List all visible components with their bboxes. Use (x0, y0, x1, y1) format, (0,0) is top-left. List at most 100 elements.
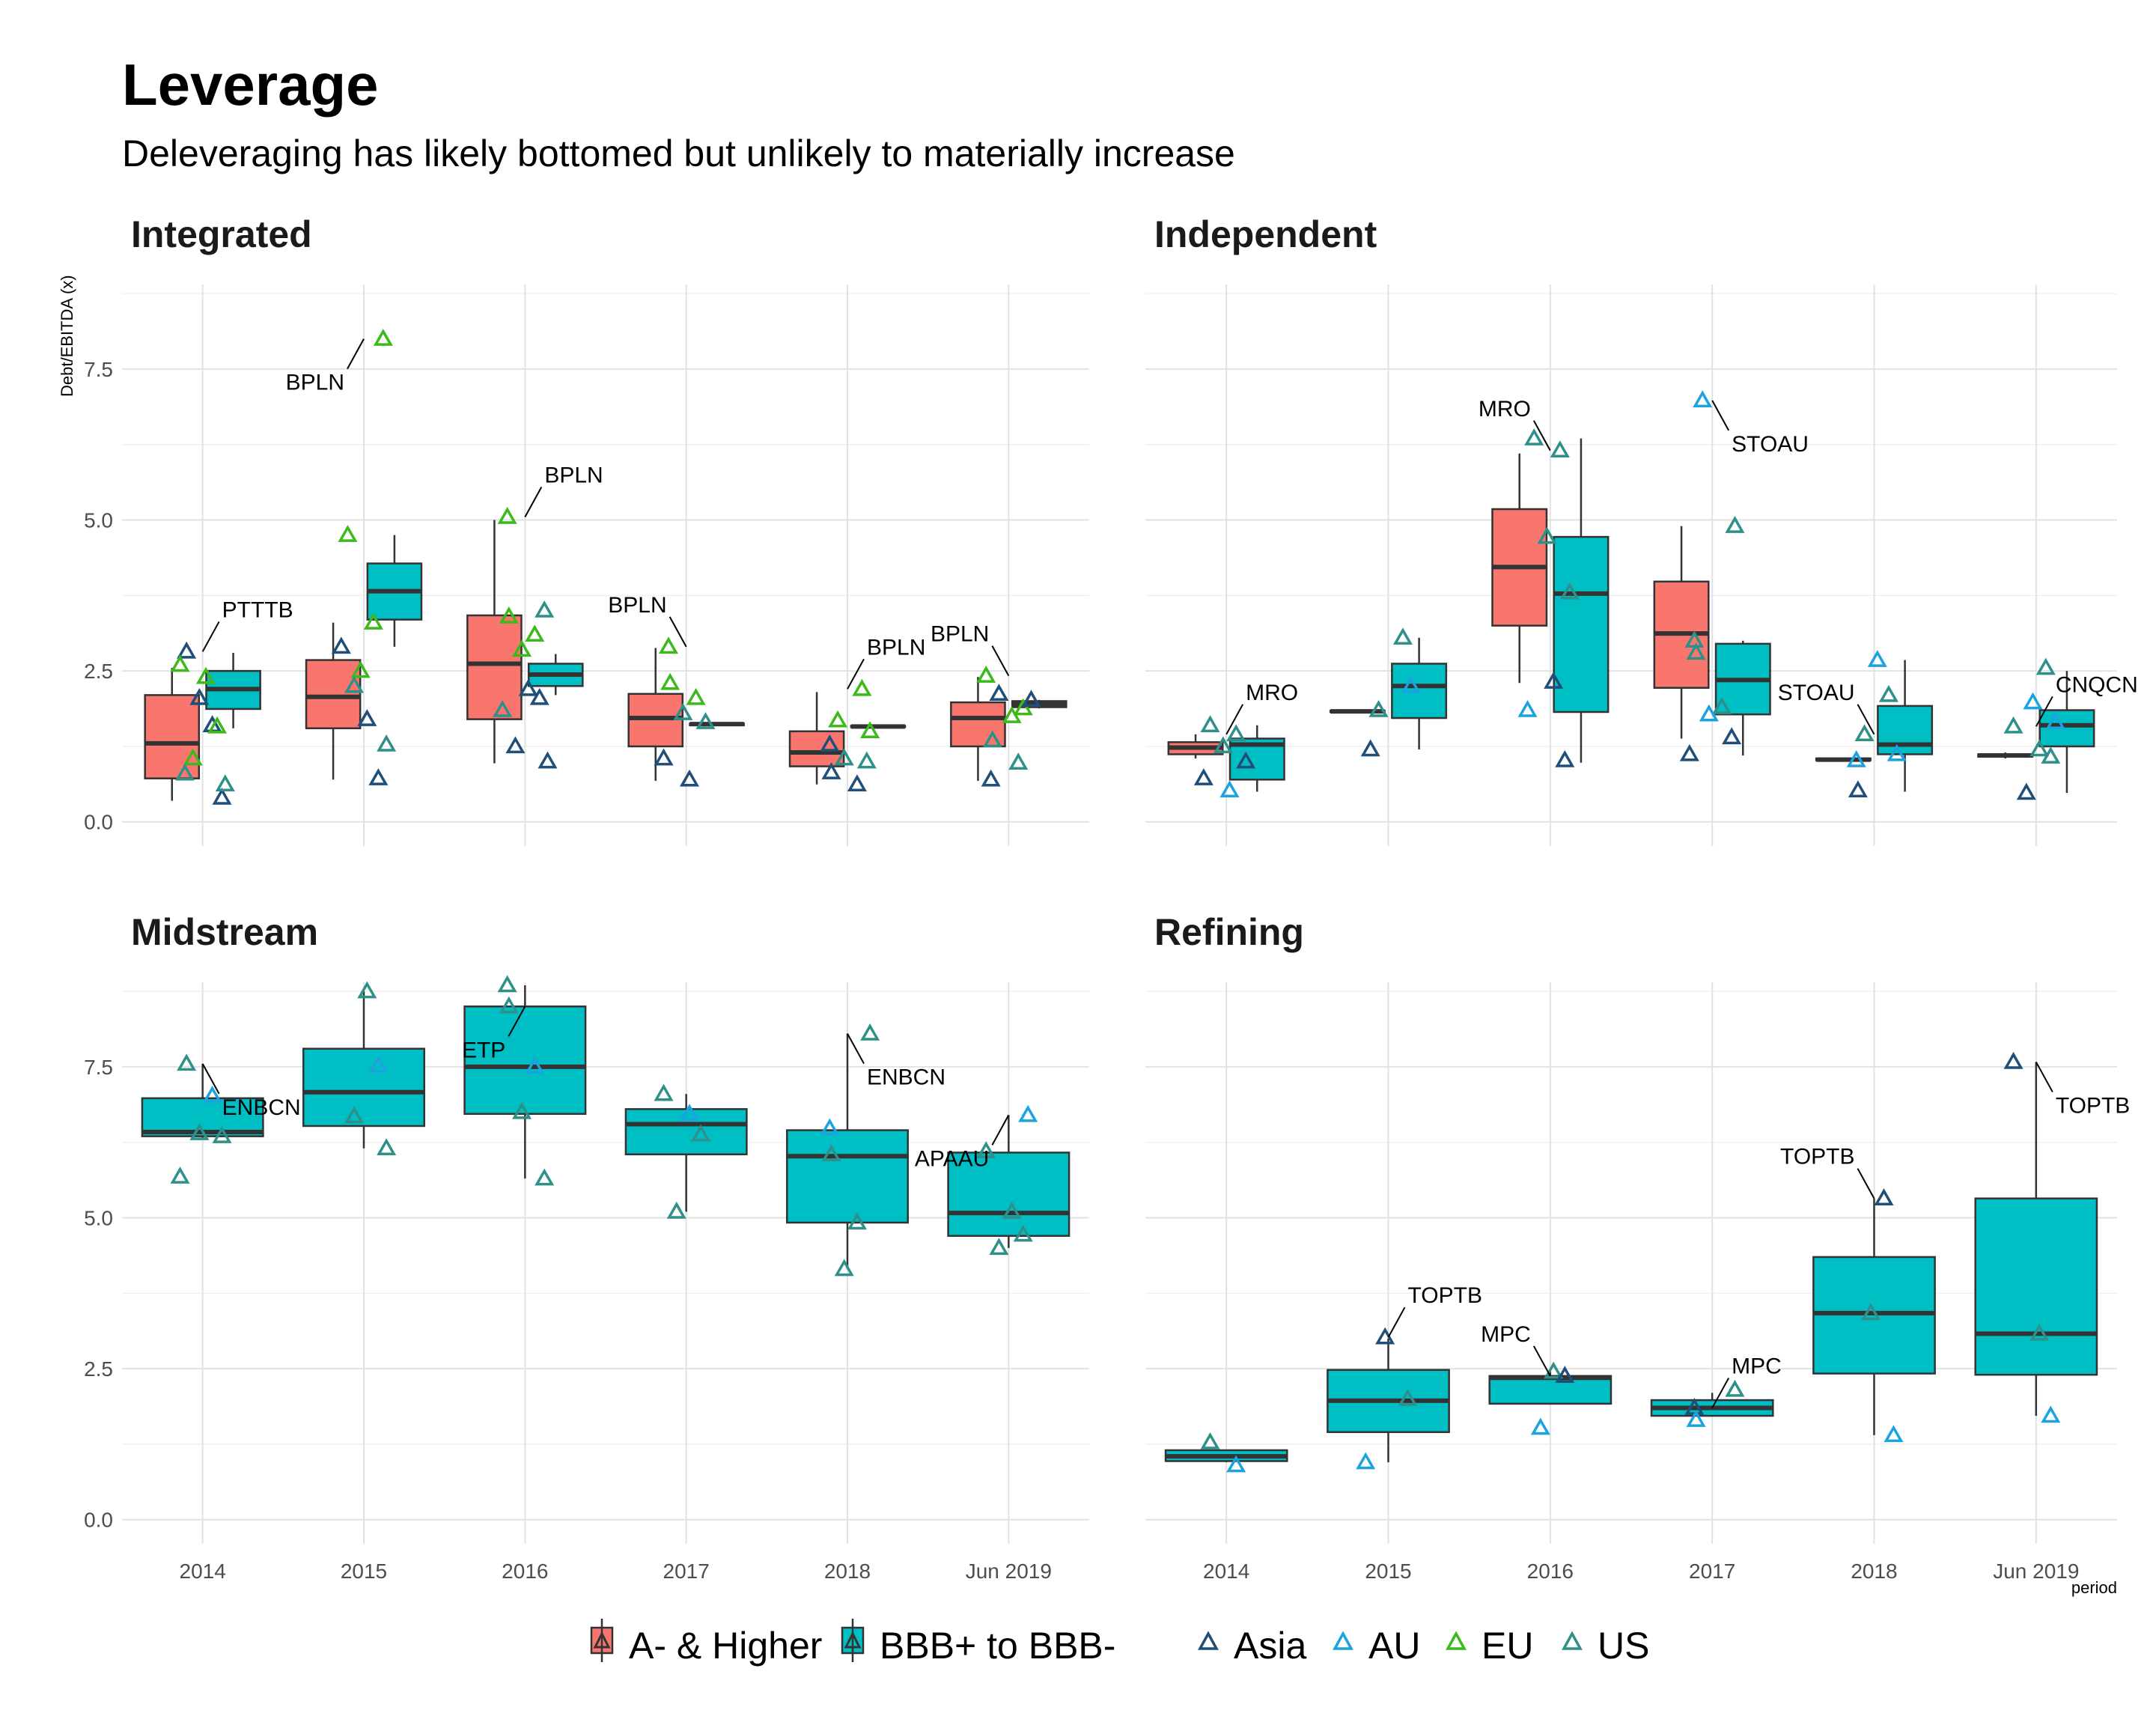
point-asia (529, 687, 549, 705)
point-asia (1679, 743, 1699, 761)
point-au (202, 1086, 222, 1103)
annotation-leader (669, 616, 687, 648)
box-iqr (788, 730, 845, 767)
annotation-leader (1857, 1168, 1875, 1199)
point-au (368, 1055, 389, 1073)
point-us (535, 1168, 555, 1186)
point-au (525, 1056, 545, 1074)
point-eu (976, 666, 996, 683)
point-asia (1193, 768, 1213, 785)
point-au (1356, 1452, 1376, 1470)
annotation-label: TOPTB (1780, 1145, 1854, 1169)
y-tick-label: 0.0 (84, 811, 113, 834)
annotation-leader (2035, 1061, 2053, 1092)
point-asia (1848, 780, 1868, 798)
legend-label: AU (1368, 1625, 1420, 1667)
point-eu (852, 678, 872, 696)
box-a-higher (1653, 526, 1710, 739)
point-us (177, 1053, 197, 1071)
point-us (1537, 526, 1557, 544)
point-us (212, 1126, 232, 1143)
point-asia (189, 687, 210, 705)
box-a-higher (305, 622, 362, 780)
point-asia (821, 762, 841, 779)
box-bbb (1488, 1372, 1613, 1405)
box-bbb (1714, 640, 1771, 756)
legend-item-region: US (1562, 1625, 1649, 1667)
annotation-label: ETP (462, 1038, 505, 1062)
point-us (344, 675, 365, 693)
x-tick-label: 2014 (180, 1560, 226, 1583)
box-iqr (947, 1151, 1071, 1237)
point-us (493, 700, 513, 717)
point-us (982, 730, 1002, 748)
point-us (377, 1138, 397, 1156)
point-asia (538, 751, 558, 769)
box-bbb (1164, 1449, 1288, 1463)
point-us (2041, 746, 2061, 764)
box-a-higher (1491, 453, 1548, 684)
point-au (679, 1104, 699, 1122)
box-bbb (624, 1094, 748, 1212)
point-au (1219, 780, 1240, 798)
annotation-leader (1711, 1378, 1730, 1409)
legend-item-region: AU (1333, 1625, 1420, 1667)
box-bbb (850, 724, 907, 729)
box-iqr (1877, 705, 1934, 755)
point-us (1226, 724, 1246, 742)
x-tick-label: 2015 (341, 1560, 387, 1583)
annotation-leader (347, 338, 365, 370)
point-us (1200, 715, 1220, 732)
point-us (691, 1124, 711, 1142)
point-asia (1555, 1366, 1575, 1384)
annotation-label: MPC (1481, 1322, 1531, 1347)
annotation-leader (991, 645, 1010, 677)
point-asia (1021, 690, 1041, 708)
point-eu (207, 716, 228, 734)
y-tick-label: 7.5 (84, 358, 113, 381)
point-us (1368, 700, 1389, 717)
x-tick-label: Jun 2019 (966, 1560, 1052, 1583)
point-us (834, 748, 854, 766)
x-tick-label: 2016 (1527, 1560, 1574, 1583)
point-au (2041, 1405, 2061, 1423)
point-asia (847, 774, 867, 791)
box-iqr (463, 1006, 587, 1116)
point-us (344, 1106, 365, 1124)
point-au (1401, 675, 1421, 693)
chart-subtitle: Deleveraging has likely bottomed but unl… (122, 133, 1235, 174)
point-us (1725, 516, 1745, 533)
point-us (2003, 716, 2023, 734)
point-us (2029, 1323, 2050, 1341)
point-asia (1236, 751, 1256, 769)
point-asia (989, 684, 1009, 702)
annotation-leader (847, 658, 865, 690)
point-eu (363, 612, 383, 630)
point-au (1699, 704, 1719, 722)
box-a-higher (466, 520, 523, 764)
box-bbb (1650, 1393, 1774, 1417)
annotation-label: APAAU (915, 1146, 989, 1171)
point-us (1524, 428, 1544, 445)
point-asia (1544, 672, 1564, 689)
point-au (820, 1118, 840, 1136)
point-au (1686, 1410, 1706, 1427)
point-eu (828, 710, 848, 728)
annotation-leader (1857, 704, 1875, 735)
annotation-label: TOPTB (2056, 1093, 2130, 1118)
point-us (1861, 1303, 1881, 1321)
box-iqr (1974, 1197, 2098, 1376)
facet-integrated: Integrated0.02.55.07.5PTTTBBPLNBPLNBPLNB… (84, 213, 1089, 846)
point-us (189, 1123, 210, 1140)
point-eu (499, 606, 519, 624)
point-us (1392, 627, 1413, 645)
point-au (1693, 390, 1713, 408)
x-tick-label: 2015 (1365, 1560, 1411, 1583)
legend-key-triangle (1562, 1631, 1583, 1650)
point-au (1846, 749, 1866, 767)
annotation-label: BPLN (544, 463, 603, 487)
point-us (1550, 440, 1570, 458)
point-asia (820, 734, 840, 752)
point-us (654, 1083, 674, 1101)
